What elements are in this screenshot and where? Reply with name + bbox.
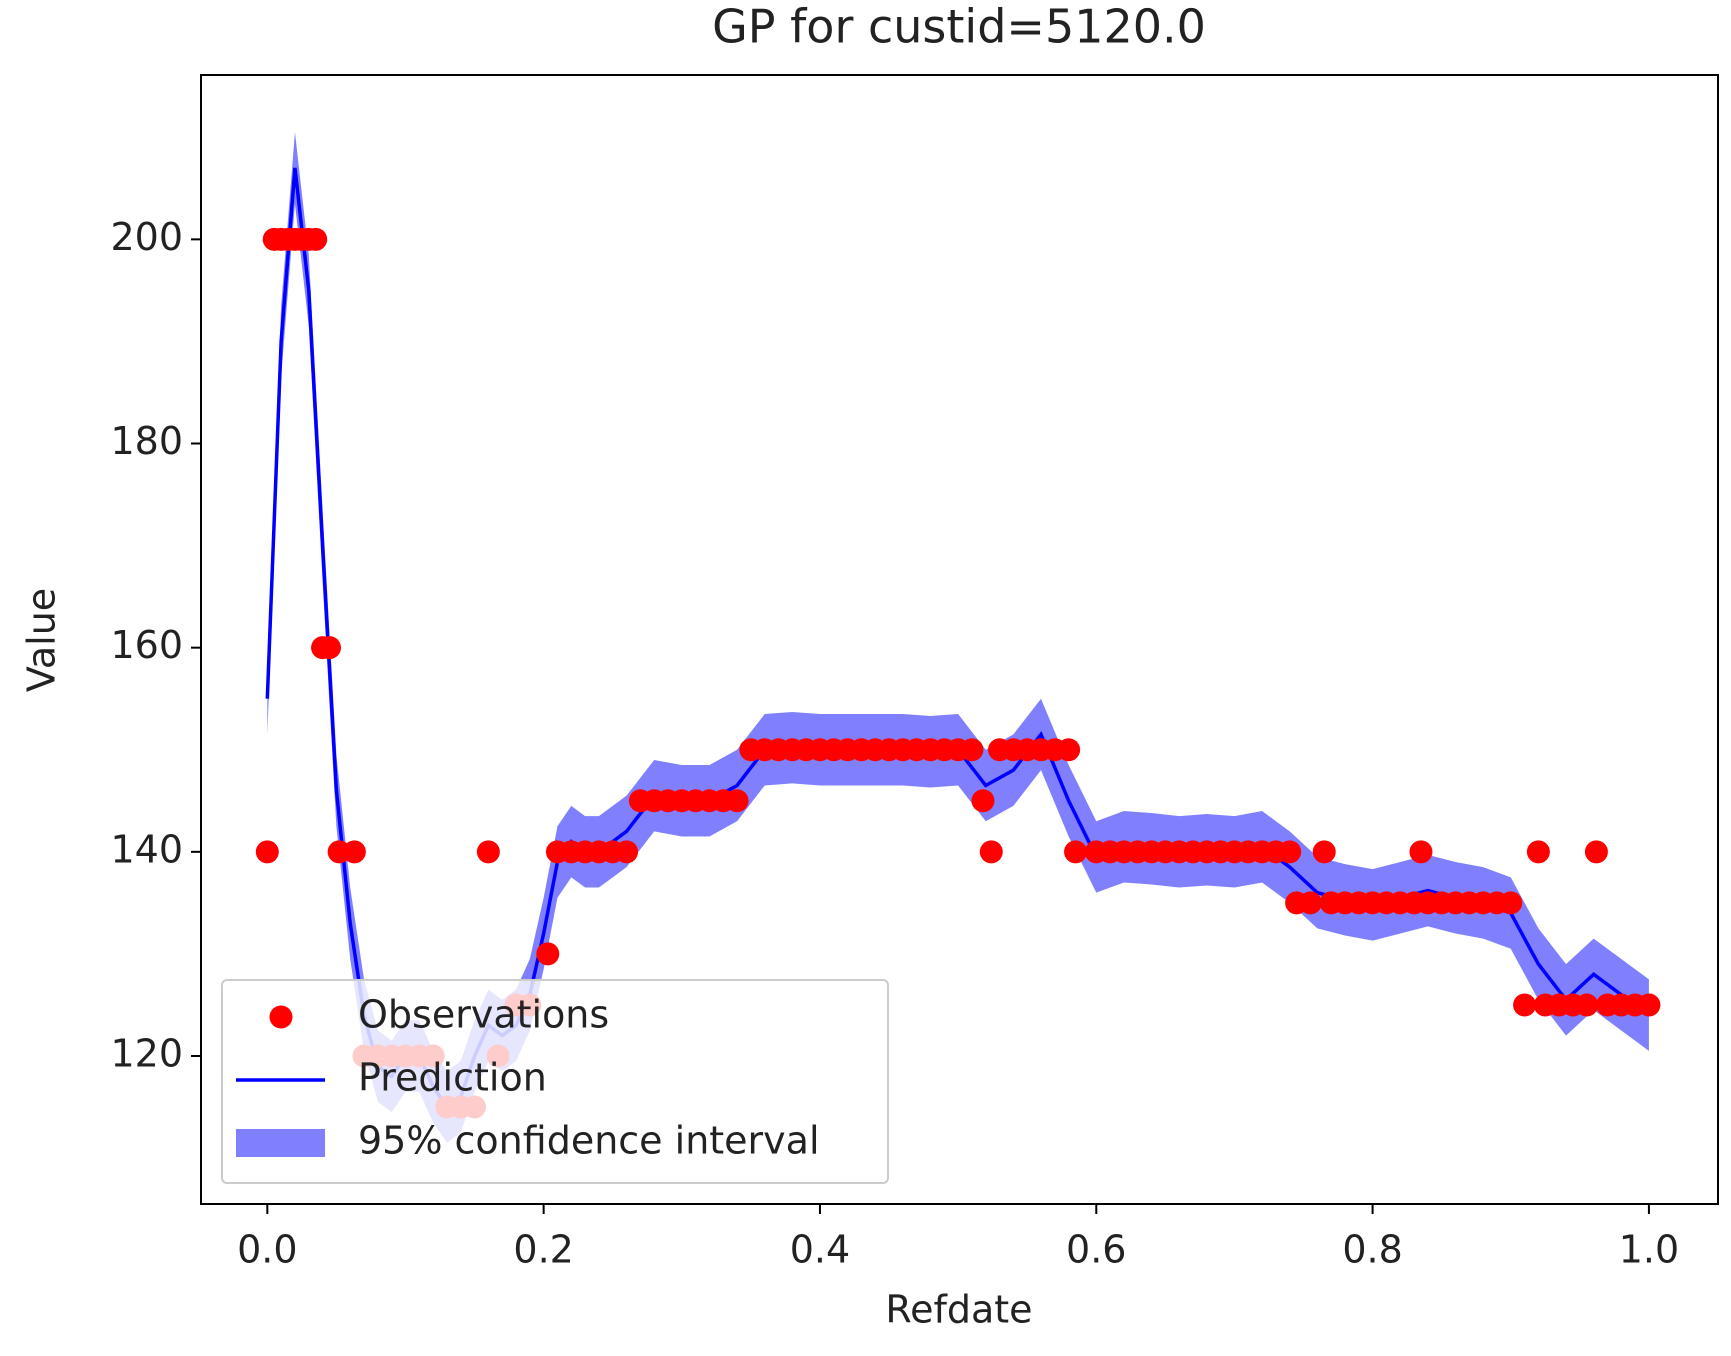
x-tick-label: 0.4 xyxy=(790,1228,850,1272)
chart-title: GP for custid=5120.0 xyxy=(712,0,1206,54)
observation-point xyxy=(1499,891,1523,915)
y-tick-label: 160 xyxy=(110,623,183,667)
prediction-line xyxy=(265,167,1650,1110)
observation-point xyxy=(1526,840,1550,864)
legend-label: Prediction xyxy=(358,1056,547,1100)
observation-point xyxy=(304,227,328,251)
observation-point xyxy=(1064,840,1088,864)
y-tick-label: 180 xyxy=(110,419,183,463)
legend-marker xyxy=(269,1005,293,1029)
legend: Observations Prediction 95% confidence int… xyxy=(221,979,889,1184)
observation-point xyxy=(1637,993,1661,1017)
legend-label: Observations xyxy=(358,993,609,1037)
x-axis-label: Refdate xyxy=(885,1288,1032,1332)
observation-point xyxy=(342,840,366,864)
observation-point xyxy=(317,636,341,660)
observation-point xyxy=(1298,891,1322,915)
observation-point xyxy=(1584,840,1608,864)
y-tick-label: 120 xyxy=(110,1031,183,1075)
observation-point xyxy=(971,789,995,813)
observation-point xyxy=(476,840,500,864)
observation-point xyxy=(1409,840,1433,864)
x-tick-label: 0.0 xyxy=(237,1228,297,1272)
legend-box xyxy=(221,979,889,1184)
observation-point xyxy=(536,942,560,966)
legend-label: 95% confidence interval xyxy=(358,1119,820,1163)
observation-point xyxy=(1513,993,1537,1017)
axes-frame xyxy=(200,74,1719,1205)
observation-point xyxy=(1312,840,1336,864)
observation-point xyxy=(725,789,749,813)
observation-point xyxy=(255,840,279,864)
observation-point xyxy=(1057,738,1081,762)
observation-point xyxy=(1278,840,1302,864)
x-tick-label: 1.0 xyxy=(1619,1228,1679,1272)
x-tick-label: 0.6 xyxy=(1066,1228,1126,1272)
observation-point xyxy=(960,738,984,762)
observation-point xyxy=(979,840,1003,864)
observation-point xyxy=(615,840,639,864)
y-tick-label: 140 xyxy=(110,827,183,871)
observation-point xyxy=(1575,993,1599,1017)
y-axis-label: Value xyxy=(20,588,64,692)
legend-marker xyxy=(236,1129,325,1157)
x-tick-label: 0.2 xyxy=(513,1228,573,1272)
confidence-band xyxy=(267,132,1649,1143)
x-tick-label: 0.8 xyxy=(1342,1228,1402,1272)
y-tick-label: 200 xyxy=(110,215,183,259)
